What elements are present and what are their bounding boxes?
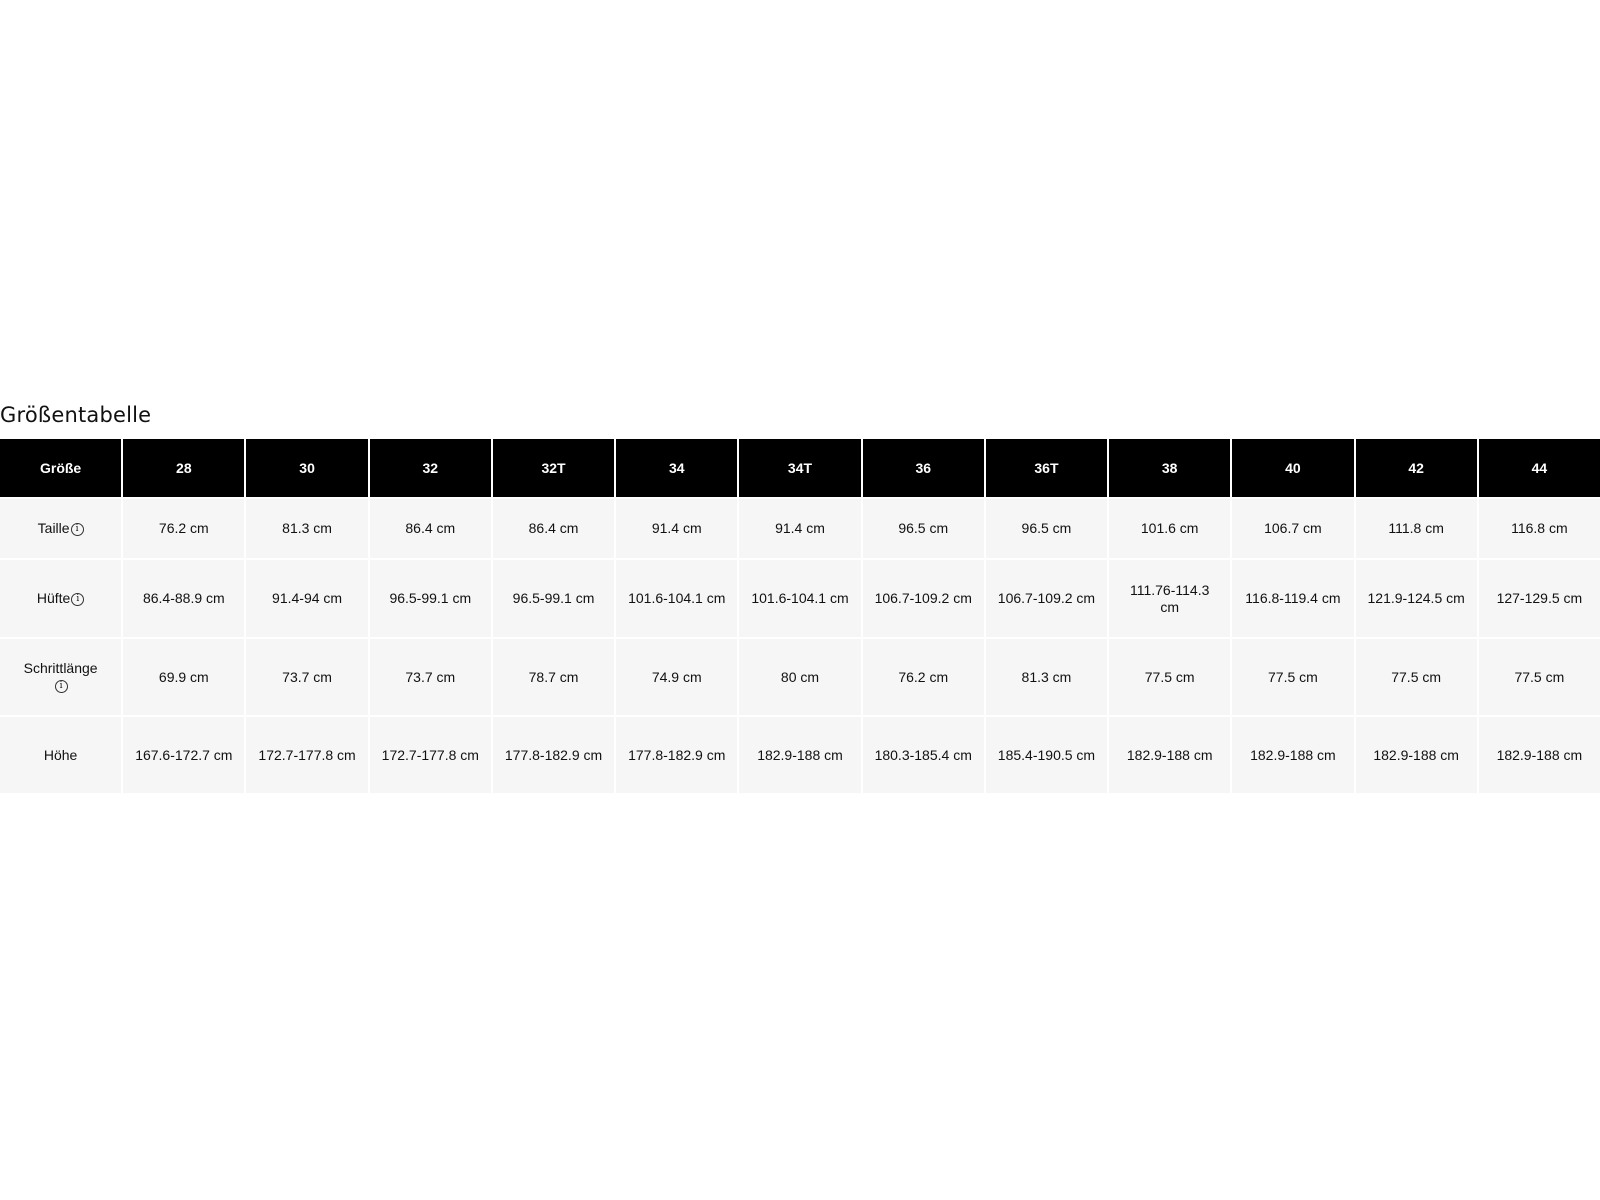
header-size-30: 30 bbox=[246, 439, 368, 497]
header-size-label: Größe bbox=[0, 439, 122, 497]
table-cell: 91.4 cm bbox=[739, 499, 861, 558]
table-cell: 77.5 cm bbox=[1232, 639, 1354, 715]
table-cell: 101.6-104.1 cm bbox=[616, 560, 738, 637]
row-label-0: Taille i bbox=[0, 499, 122, 558]
table-cell: 111.76-114.3 cm bbox=[1109, 560, 1231, 637]
table-cell: 116.8-119.4 cm bbox=[1232, 560, 1354, 637]
table-cell: 182.9-188 cm bbox=[1109, 717, 1231, 793]
table-cell: 69.9 cm bbox=[123, 639, 245, 715]
table-cell: 76.2 cm bbox=[123, 499, 245, 558]
table-cell: 172.7-177.8 cm bbox=[369, 717, 491, 793]
header-size-34: 34 bbox=[616, 439, 738, 497]
table-cell: 77.5 cm bbox=[1109, 639, 1231, 715]
table-cell: 73.7 cm bbox=[246, 639, 368, 715]
info-icon[interactable]: i bbox=[71, 592, 85, 606]
table-cell: 111.8 cm bbox=[1355, 499, 1477, 558]
header-size-42: 42 bbox=[1355, 439, 1477, 497]
row-label-text: Höhe bbox=[43, 746, 78, 763]
header-size-28: 28 bbox=[123, 439, 245, 497]
row-label-text: Schrittlänge bbox=[23, 660, 98, 676]
table-cell: 86.4-88.9 cm bbox=[123, 560, 245, 637]
table-cell: 180.3-185.4 cm bbox=[862, 717, 984, 793]
table-cell: 77.5 cm bbox=[1355, 639, 1477, 715]
table-cell: 96.5 cm bbox=[862, 499, 984, 558]
table-cell: 101.6 cm bbox=[1109, 499, 1231, 558]
header-size-40: 40 bbox=[1232, 439, 1354, 497]
table-cell: 121.9-124.5 cm bbox=[1355, 560, 1477, 637]
table-cell: 86.4 cm bbox=[492, 499, 615, 558]
table-cell: 74.9 cm bbox=[616, 639, 738, 715]
table-cell: 127-129.5 cm bbox=[1478, 560, 1600, 637]
table-cell: 96.5 cm bbox=[985, 499, 1108, 558]
table-cell: 73.7 cm bbox=[369, 639, 491, 715]
table-cell: 167.6-172.7 cm bbox=[123, 717, 245, 793]
page-title: Größentabelle bbox=[0, 403, 152, 427]
table-cell: 101.6-104.1 cm bbox=[739, 560, 861, 637]
table-cell: 182.9-188 cm bbox=[1478, 717, 1600, 793]
row-label-1: Hüfte i bbox=[0, 560, 122, 637]
info-icon[interactable]: i bbox=[54, 679, 68, 693]
table-cell: 182.9-188 cm bbox=[739, 717, 861, 793]
table-cell: 177.8-182.9 cm bbox=[616, 717, 738, 793]
header-size-36: 36 bbox=[862, 439, 984, 497]
table-cell: 96.5-99.1 cm bbox=[369, 560, 491, 637]
table-cell: 80 cm bbox=[739, 639, 861, 715]
header-size-32: 32 bbox=[369, 439, 491, 497]
header-size-38: 38 bbox=[1109, 439, 1231, 497]
table-cell: 185.4-190.5 cm bbox=[985, 717, 1108, 793]
info-icon[interactable]: i bbox=[70, 522, 84, 536]
table-cell: 116.8 cm bbox=[1478, 499, 1600, 558]
row-label-text: Hüfte bbox=[36, 590, 71, 606]
table-cell: 76.2 cm bbox=[862, 639, 984, 715]
table-cell: 182.9-188 cm bbox=[1232, 717, 1354, 793]
header-size-34T: 34T bbox=[739, 439, 861, 497]
table-cell: 86.4 cm bbox=[369, 499, 491, 558]
row-label-2: Schrittlänge i bbox=[0, 639, 122, 715]
size-table: Größe 28 30 32 32T 34 34T 36 36T 38 40 42 44 Taille i 7… bbox=[0, 439, 1600, 793]
row-label-3: Höhe bbox=[0, 717, 122, 793]
table-cell: 106.7-109.2 cm bbox=[985, 560, 1108, 637]
table-cell: 81.3 cm bbox=[246, 499, 368, 558]
table-cell: 78.7 cm bbox=[492, 639, 615, 715]
table-cell: 172.7-177.8 cm bbox=[246, 717, 368, 793]
table-cell: 81.3 cm bbox=[985, 639, 1108, 715]
table-cell: 177.8-182.9 cm bbox=[492, 717, 615, 793]
header-size-32T: 32T bbox=[492, 439, 615, 497]
table-cell: 182.9-188 cm bbox=[1355, 717, 1477, 793]
table-cell: 106.7 cm bbox=[1232, 499, 1354, 558]
table-cell: 91.4-94 cm bbox=[246, 560, 368, 637]
header-size-36T: 36T bbox=[985, 439, 1108, 497]
table-cell: 77.5 cm bbox=[1478, 639, 1600, 715]
table-cell: 96.5-99.1 cm bbox=[492, 560, 615, 637]
row-label-text: Taille bbox=[37, 520, 70, 536]
table-cell: 106.7-109.2 cm bbox=[862, 560, 984, 637]
header-size-44: 44 bbox=[1478, 439, 1600, 497]
table-cell: 91.4 cm bbox=[616, 499, 738, 558]
